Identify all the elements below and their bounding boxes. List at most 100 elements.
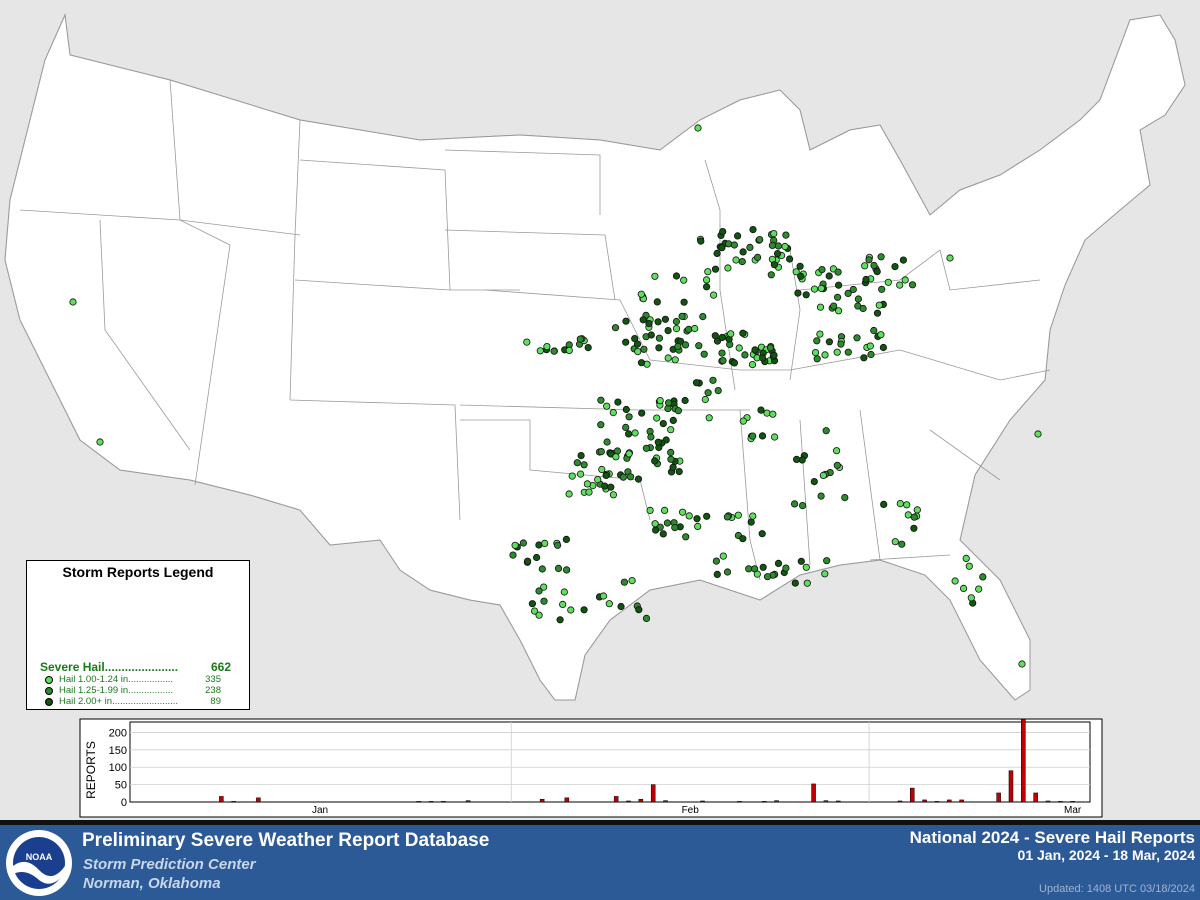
hail-report-dot <box>723 568 732 576</box>
hail-report-dot <box>699 312 707 321</box>
daily-report-bar <box>761 801 767 803</box>
hail-report-dot <box>671 523 679 532</box>
hail-report-dot <box>782 564 790 572</box>
hail-report-dot <box>597 396 605 404</box>
hail-report-dot <box>818 265 826 274</box>
hail-report-dot <box>511 541 519 549</box>
daily-report-bar <box>1008 770 1014 803</box>
hail-report-dot <box>541 539 549 548</box>
hail-report-dot <box>584 343 592 352</box>
hail-report-dot <box>746 243 754 251</box>
y-tick-label: 50 <box>115 780 127 792</box>
storm-reports-legend: Storm Reports Legend Severe Hail........… <box>26 560 250 710</box>
hail-report-dot <box>553 541 562 549</box>
hail-report-dot <box>730 241 739 249</box>
hail-report-dot <box>712 557 721 565</box>
hail-report-dot <box>576 335 584 343</box>
daily-report-bar <box>663 800 668 803</box>
hail-report-dot <box>669 416 677 424</box>
hail-report-dot <box>622 405 630 414</box>
hail-report-dot <box>695 342 703 350</box>
hail-report-dot <box>656 396 664 405</box>
daily-report-bar <box>897 800 903 803</box>
hail-report-dot <box>821 570 829 578</box>
hail-report-dot <box>619 473 627 481</box>
hail-report-dot <box>509 551 517 559</box>
hail-report-dot <box>611 324 620 332</box>
daily-report-bar <box>959 799 964 803</box>
hail-report-dot <box>576 470 585 478</box>
hail-report-dot <box>702 276 711 284</box>
hail-report-dot <box>753 253 762 261</box>
hail-report-dot <box>599 592 608 600</box>
hail-report-dot <box>704 268 712 276</box>
footer-separator <box>0 820 1200 825</box>
hail-report-dot <box>813 355 821 363</box>
hail-report-dot <box>756 236 764 244</box>
daily-report-bar <box>1033 792 1038 803</box>
y-tick-label: 0 <box>121 797 127 809</box>
hail-report-dot <box>609 408 617 417</box>
y-tick-label: 200 <box>109 727 127 739</box>
hail-report-dot <box>759 563 767 571</box>
hail-report-dot <box>870 326 878 335</box>
hail-report-dot <box>719 552 727 560</box>
daily-report-bar <box>613 796 619 803</box>
hail-report-dot <box>711 332 719 340</box>
hail-report-dot <box>802 291 810 299</box>
hail-report-dot <box>585 488 593 496</box>
hail-report-dot <box>540 583 548 591</box>
hail-report-dot <box>796 262 804 270</box>
hail-report-dot <box>646 506 654 514</box>
hail-report-dot <box>866 342 874 350</box>
hail-report-dot <box>797 557 805 565</box>
legend-row-label: Hail 2.00+ in......................... <box>59 696 179 707</box>
hail-report-dot <box>703 512 711 520</box>
daily-report-bar <box>823 800 829 803</box>
hail-report-dot <box>798 501 807 510</box>
hail-report-dot <box>841 493 849 502</box>
hail-report-dot <box>792 455 801 463</box>
hail-report-dot <box>535 541 543 549</box>
legend-category-label: Severe Hail...................... <box>40 660 179 674</box>
hail-report-dot <box>685 325 693 333</box>
hail-report-dot <box>637 359 646 367</box>
hail-report-dot <box>877 253 885 261</box>
hail-report-dot <box>634 475 643 483</box>
hail-report-dot <box>833 293 842 301</box>
daily-report-bar <box>564 797 570 803</box>
hail-report-dot <box>709 376 717 384</box>
hail-report-dot <box>913 506 921 514</box>
hail-report-dot <box>664 326 672 335</box>
legend-row-hail-large: Hail 2.00+ in......................... 8… <box>45 696 221 707</box>
hail-report-dot <box>675 467 683 476</box>
daily-report-bar <box>219 796 224 803</box>
hail-report-dot <box>674 407 683 415</box>
hail-report-dot <box>844 289 852 297</box>
report-title: National 2024 - Severe Hail Reports <box>909 828 1195 847</box>
hail-report-dot <box>69 298 77 306</box>
hail-report-dot <box>645 319 653 328</box>
hail-report-dot <box>678 312 686 320</box>
hail-report-dot <box>536 347 544 355</box>
hail-report-dot <box>535 587 543 595</box>
hail-report-dot <box>594 475 602 484</box>
hail-report-dot <box>655 344 663 352</box>
hail-report-dot <box>748 360 757 369</box>
hail-report-dot <box>873 309 882 317</box>
hail-report-dot <box>653 298 661 306</box>
hail-report-dot <box>769 410 777 418</box>
hail-report-dot <box>538 565 546 573</box>
hail-report-dot <box>543 342 551 351</box>
updated-timestamp: Updated: 1408 UTC 03/18/2024 <box>1039 883 1195 895</box>
hail-report-dot <box>631 429 639 437</box>
hail-report-dot <box>560 588 568 596</box>
hail-report-dot <box>781 242 789 251</box>
daily-report-bar <box>256 797 261 803</box>
x-month-label: Jan <box>312 805 328 816</box>
hail-report-dot <box>766 344 775 352</box>
organization-name: Storm Prediction Center <box>83 856 256 873</box>
y-axis-label: REPORTS <box>84 741 98 799</box>
hail-report-dot <box>718 333 726 342</box>
hail-report-dot <box>640 345 648 353</box>
